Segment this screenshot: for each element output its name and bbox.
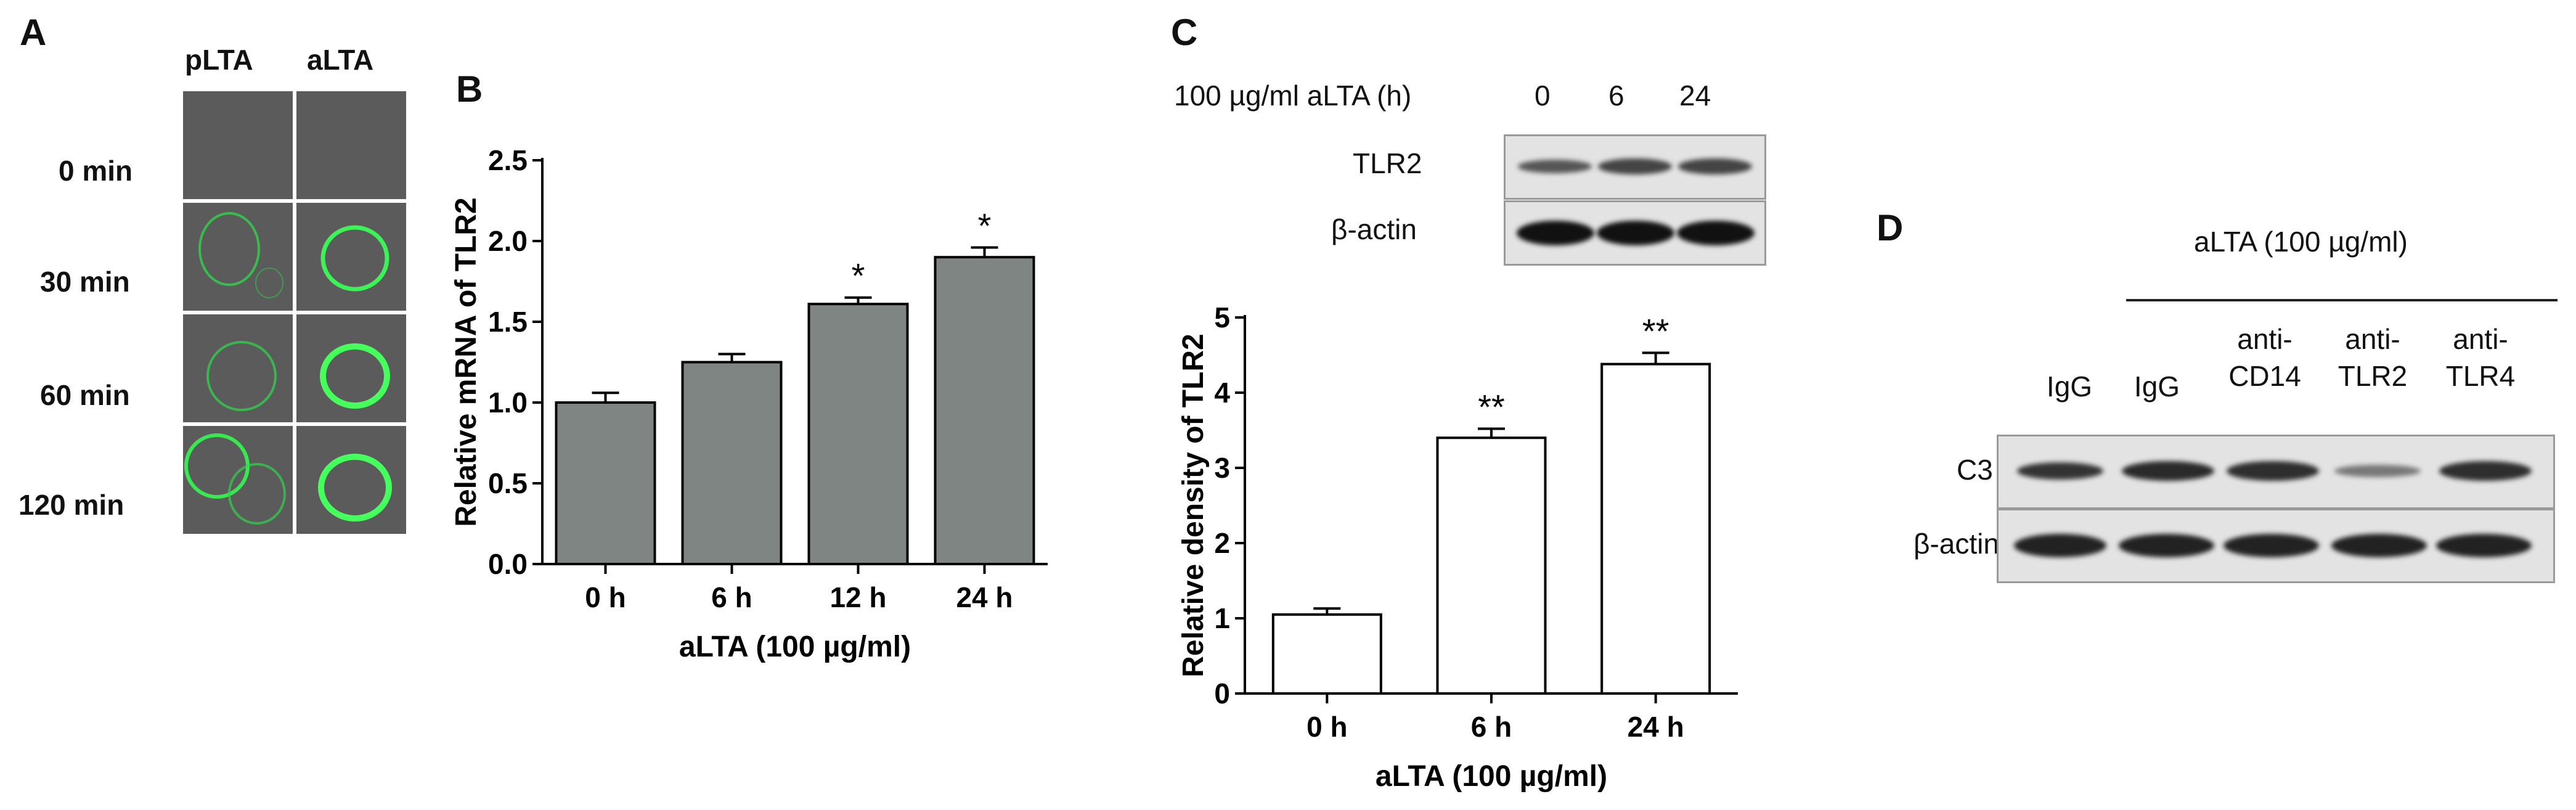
band-tlr2-24h [1678,158,1752,174]
chart-b-relative-mrna-tlr2: 0.0 0.5 1.0 1.5 2.0 2.5 0 h 6 h * 12 h * 24 h aLTA (… [450,144,1048,663]
y-tick-label: 0 [1214,677,1230,710]
band-tlr2-6h [1598,158,1672,174]
x-tick-label: 24 h [956,581,1013,613]
panel-d-lane-igg-1: IgG [2026,370,2113,403]
lane-label-line2: TLR2 [2338,360,2408,392]
y-tick-label: 2.0 [488,225,528,257]
panel-d-lane-anti-cd14: anti- CD14 [2219,321,2311,395]
band-c3-anti-cd14 [2227,461,2319,481]
bar [1271,613,1382,695]
micrograph-alta-120min [296,426,406,534]
y-tick-label: 3 [1214,452,1230,484]
x-tick-label: 0 h [1306,711,1347,743]
lane-label-line1: anti- [2345,323,2400,355]
y-axis-label: Relative mRNA of TLR2 [450,197,483,526]
micrograph-plta-120min [183,426,293,534]
y-tick-label: 0.0 [488,548,528,580]
band-actin-0h [1517,221,1594,245]
band-actin-anti-tlr4 [2436,534,2532,557]
panel-c-treatment-label: 100 µg/ml aLTA (h) [1174,80,1412,112]
bar [681,361,783,565]
x-tick-label: 6 h [711,581,752,613]
panel-c-blot-label-tlr2: TLR2 [1353,147,1422,179]
panel-c-lane-6: 6 [1608,80,1624,112]
band-c3-anti-tlr2 [2334,465,2421,477]
band-tlr2-0h [1518,160,1592,173]
lane-label-line2: CD14 [2228,360,2301,392]
panel-b-letter: B [456,68,483,110]
lane-label-line2: TLR4 [2445,360,2516,392]
lane-label-line1: anti- [2237,323,2293,355]
panel-d-header-line [2126,299,2558,301]
x-tick-label: 24 h [1628,711,1684,743]
significance-marker: ** [1478,388,1505,427]
significance-marker: * [852,256,865,295]
panel-a-col-alta: aLTA [307,44,374,76]
panel-d-blot-label-actin: β-actin [1914,528,1999,560]
panel-d-lane-anti-tlr2: anti- TLR2 [2326,321,2419,395]
band-actin-anti-cd14 [2223,534,2319,557]
y-tick-label: 1.0 [488,387,528,419]
panel-d-header: aLTA (100 µg/ml) [2194,226,2408,258]
micrograph-alta-30min [296,203,406,311]
bar [1600,362,1711,695]
significance-marker: * [978,206,992,245]
micrograph-plta-60min [183,314,293,422]
band-actin-igg-2 [2119,534,2214,557]
panel-a-row-120min: 120 min [18,489,124,521]
x-tick-label: 12 h [829,581,886,613]
panel-c-blot-label-actin: β-actin [1331,213,1417,245]
panel-c-lane-0: 0 [1535,80,1551,112]
band-c3-igg-2 [2122,461,2214,481]
y-tick-label: 0.5 [488,467,528,499]
y-tick-label: 5 [1214,301,1230,333]
y-tick-label: 2.5 [488,144,528,176]
x-axis-label: aLTA (100 µg/ml) [1376,760,1607,793]
y-tick-label: 2 [1214,527,1230,559]
panel-c-blot-actin [1504,200,1766,266]
bar [807,303,909,565]
panel-a-row-0min: 0 min [59,155,133,187]
band-c3-anti-tlr4 [2439,461,2532,481]
panel-d-blot-label-c3: C3 [1957,454,1993,486]
y-axis-label: Relative density of TLR2 [1177,333,1210,677]
panel-c-lane-24: 24 [1679,80,1711,112]
micrograph-plta-0min [183,91,293,199]
panel-d-blot-c3 [1997,435,2555,509]
micrograph-alta-0min [296,91,406,199]
panel-a-row-60min: 60 min [40,379,130,411]
panel-d-lane-anti-tlr4: anti- TLR4 [2434,321,2527,395]
panel-a-letter: A [20,12,47,53]
panel-c-blot-tlr2 [1504,134,1766,200]
band-actin-anti-tlr2 [2331,534,2427,557]
panel-a-col-plta: pLTA [185,44,253,76]
y-tick-label: 4 [1214,377,1230,409]
panel-c-letter: C [1171,12,1198,53]
lane-label: IgG [2134,370,2180,403]
lane-label-line1: anti- [2453,323,2508,355]
panel-a-row-30min: 30 min [40,266,130,298]
x-axis-label: aLTA (100 µg/ml) [679,631,911,663]
significance-marker: ** [1642,311,1669,350]
y-tick-label: 1.5 [488,306,528,338]
bar [555,401,656,565]
micrograph-alta-60min [296,314,406,422]
micrograph-plta-30min [183,203,293,311]
panel-d-letter: D [1877,207,1904,248]
y-tick-label: 1 [1214,602,1230,634]
bar [1436,436,1547,695]
band-c3-igg-1 [2017,462,2103,480]
band-actin-igg-1 [2014,534,2106,557]
x-tick-label: 6 h [1471,711,1512,743]
chart-c-relative-density-tlr2: 0 1 2 3 4 5 0 h ** 6 h ** 24 h aLTA (100 µg/ml) Rela… [1177,301,1738,793]
panel-d-blot-actin [1997,509,2555,583]
band-actin-6h [1597,221,1674,245]
bar [934,256,1035,565]
x-tick-label: 0 h [585,581,626,613]
band-actin-24h [1677,221,1755,245]
panel-d-lane-igg-2: IgG [2114,370,2200,403]
lane-label: IgG [2046,370,2093,403]
